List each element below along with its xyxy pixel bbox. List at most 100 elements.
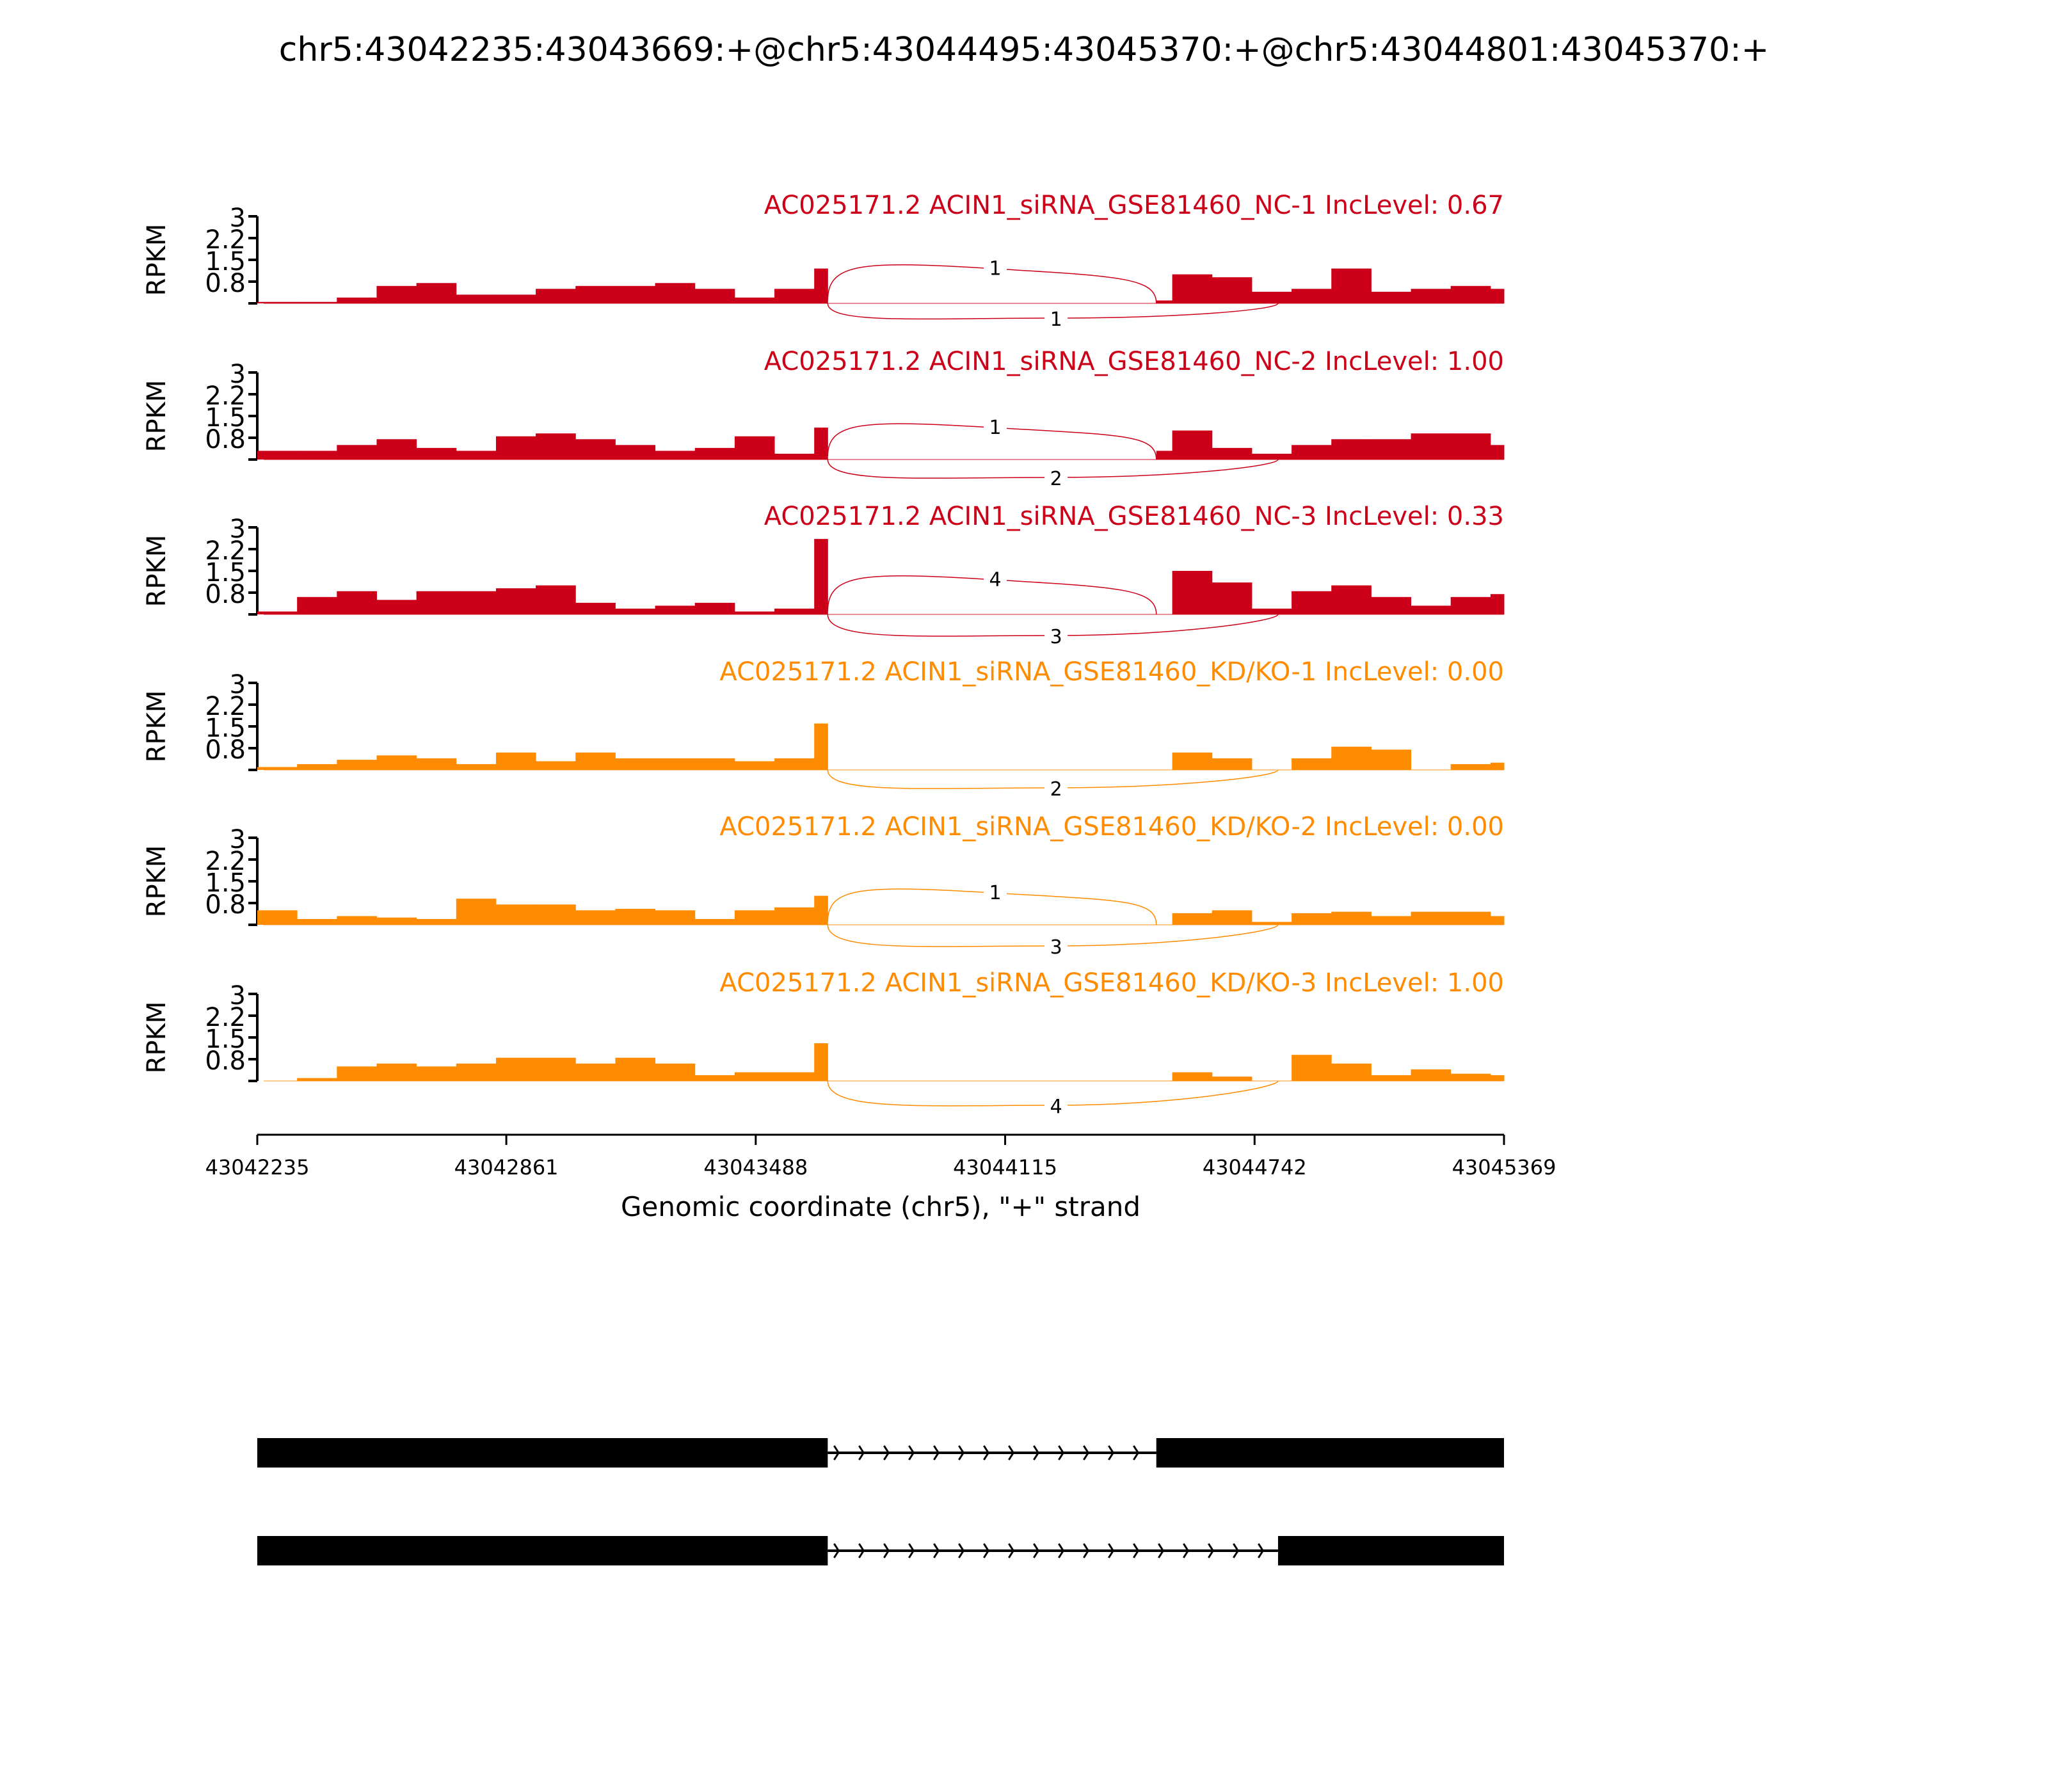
track-title: AC025171.2 ACIN1_siRNA_GSE81460_KD/KO-2 … [719,812,1504,842]
coverage-bar [376,755,417,770]
coverage-bar [1411,433,1452,460]
junction-label-bg [1044,625,1068,646]
coverage-bar [1172,913,1213,925]
coverage-bar [416,447,457,460]
track-2: 0.81.52.23 RPKM AC025171.2 ACIN1_siRNA_GSE… [142,347,1505,490]
coverage-bar [1251,608,1292,614]
coverage-bar [337,1066,377,1081]
strand-chevron-icon [1108,1445,1115,1460]
coverage-bar [575,752,616,770]
strand-chevron-icon [1033,1445,1040,1460]
y-tick-label: 2.2 [205,381,246,411]
coverage-bar [1172,1072,1213,1081]
coverage-bar [416,918,457,925]
coverage-bar [1292,289,1332,303]
coverage-bar [297,596,337,614]
coverage-bar [694,602,735,614]
coverage-bar [376,285,417,303]
coverage-bar [575,1063,616,1081]
coverage-bar [1411,605,1452,614]
junction-count-inclusion: 1 [989,882,1001,904]
coverage-bar [495,752,536,770]
strand-chevron-icon [833,1543,840,1558]
y-axis-label: RPKM [142,1002,172,1074]
exon-block [257,1536,828,1565]
strand-chevron-icon [833,1445,840,1460]
coverage-bar [1450,433,1491,460]
coverage-bar [416,1066,457,1081]
coverage-bar [1331,268,1372,303]
strand-chevron-icon [1133,1543,1140,1558]
x-tick-label: 43043488 [703,1155,808,1180]
coverage-bar [257,451,298,460]
coverage-bar [1490,445,1505,460]
strand-chevron-icon [1008,1445,1015,1460]
coverage-bar [536,904,576,925]
strand-chevron-icon [908,1445,915,1460]
coverage-bar [655,1063,696,1081]
y-tick-label: 3 [230,981,246,1011]
coverage-bar [774,1072,815,1081]
x-axis-label: Genomic coordinate (chr5), "+" strand [621,1191,1140,1222]
coverage-bar [774,608,815,614]
coverage-bar [655,605,696,614]
junction-count-inclusion: 1 [989,417,1001,439]
track-title: AC025171.2 ACIN1_siRNA_GSE81460_NC-3 Inc… [764,502,1504,531]
junction-label-bg [984,883,1007,903]
coverage-bar [1292,445,1332,460]
y-tick-label: 1.5 [205,868,246,898]
coverage-bar [655,451,696,460]
coverage-bar [1212,910,1252,925]
coverage-bar [1251,453,1292,460]
x-tick-label: 43042861 [454,1155,559,1180]
junction-count-skipping: 2 [1050,468,1062,490]
coverage-bar [655,910,696,925]
coverage-bar [337,916,377,925]
y-tick-label: 2.2 [205,1003,246,1032]
coverage-bar [1331,911,1372,925]
coverage-bar [495,588,536,614]
coverage-bar [337,297,377,303]
coverage-bar [376,439,417,460]
coverage-bar [1450,764,1491,770]
y-tick-label: 1.5 [205,403,246,433]
coverage-bar [257,910,298,925]
coverage-bar [1172,274,1213,303]
coverage-bar [1156,451,1173,460]
junction-label-bg [1044,308,1068,328]
coverage-bar [1156,300,1173,303]
coverage-bar [257,301,298,303]
coverage-bar [774,758,815,770]
coverage-bar [337,591,377,614]
coverage-bar [1172,752,1213,770]
coverage-bar [536,433,576,460]
coverage-bar [1251,922,1292,925]
coverage-bar [1331,1063,1372,1081]
coverage-bar [1212,1076,1252,1081]
junction-count-inclusion: 4 [989,569,1001,591]
coverage-bar [1490,762,1505,770]
coverage-bar [774,907,815,925]
coverage-bar [734,910,775,925]
coverage-bar [615,445,656,460]
coverage-bar [615,758,656,770]
coverage-bar [694,289,735,303]
coverage-bar [456,294,497,303]
coverage-bar [814,428,828,460]
y-tick-label: 1.5 [205,247,246,276]
coverage-bar [1292,913,1332,925]
junction-count-skipping: 2 [1050,778,1062,801]
coverage-bar [1331,746,1372,770]
track-title: AC025171.2 ACIN1_siRNA_GSE81460_NC-1 Inc… [764,191,1504,220]
coverage-bar [376,600,417,614]
coverage-bar [495,436,536,460]
y-tick-label: 1.5 [205,1025,246,1054]
coverage-bar [536,585,576,614]
track-6: 0.81.52.23 RPKM AC025171.2 ACIN1_siRNA_GSE… [142,968,1505,1118]
coverage-bar [1490,916,1505,925]
coverage-bar [1411,911,1452,925]
coverage-bar [575,910,616,925]
junction-label-bg [984,258,1007,279]
junction-label-bg [1044,1095,1068,1116]
